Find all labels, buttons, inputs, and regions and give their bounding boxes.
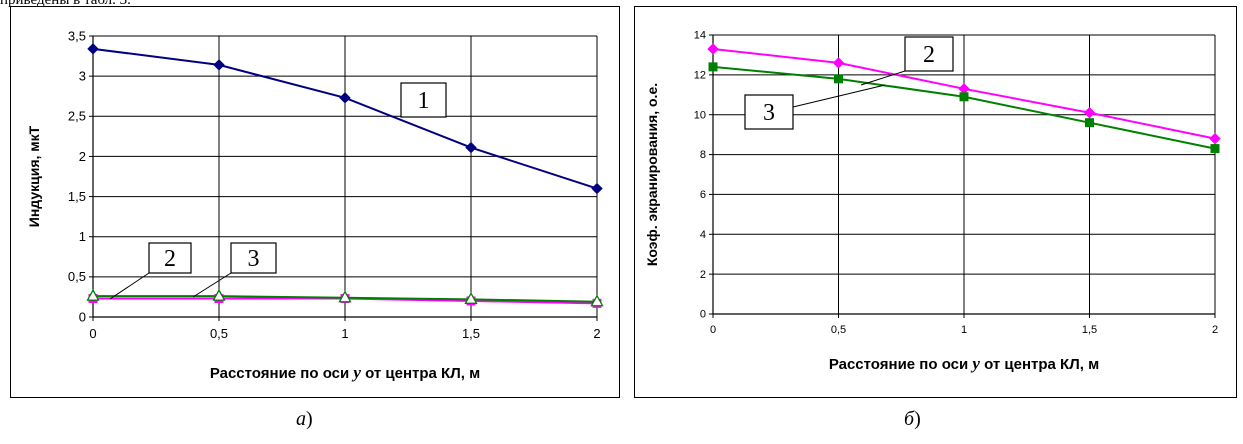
data-point: [708, 62, 718, 72]
y-tick-label: 14: [694, 30, 706, 42]
y-axis-title: Индукция, мкТ: [26, 125, 42, 227]
y-tick-label: 2: [700, 269, 706, 281]
data-point: [959, 92, 969, 102]
data-point: [338, 290, 352, 303]
caption-b-paren: ): [914, 408, 921, 430]
y-axis-title: Коэф. экранирования, о.е.: [644, 83, 660, 266]
x-tick-label: 2: [1212, 324, 1218, 336]
y-tick-label: 1,5: [68, 189, 86, 204]
caption-a-paren: ): [306, 408, 313, 430]
data-point: [86, 288, 100, 301]
callout-label-2: 2: [923, 42, 935, 68]
y-tick-label: 2,5: [68, 109, 86, 124]
y-tick-label: 12: [694, 70, 706, 82]
data-point: [590, 294, 604, 307]
data-point: [832, 57, 845, 69]
data-point: [1210, 144, 1220, 154]
data-point: [591, 182, 603, 195]
callout-leader-2: [109, 272, 150, 300]
caption-a: а): [296, 408, 313, 431]
y-tick-label: 4: [700, 229, 706, 241]
callout-label-3: 3: [763, 100, 775, 126]
x-tick-label: 0: [710, 324, 716, 336]
data-point: [339, 92, 351, 104]
callout-label-3: 3: [248, 246, 260, 272]
data-point: [464, 291, 478, 304]
x-axis-title: Расстояние по оси y от центра КЛ, м: [210, 363, 480, 382]
data-point: [87, 43, 99, 55]
data-point: [465, 141, 477, 154]
y-tick-label: 10: [694, 109, 706, 121]
y-tick-label: 3,5: [68, 28, 86, 43]
callout-box-2: [904, 36, 954, 72]
x-tick-label: 1,5: [1082, 324, 1097, 336]
data-point: [212, 288, 226, 301]
callout-box-2: [148, 242, 192, 274]
y-tick-label: 2: [79, 149, 86, 164]
chart-b-svg: 0 2 4 6 8 10 12 14 0 0,5 1 1,5 2 Расстояние по оси y …: [644, 30, 1221, 373]
y-tick-label: 8: [700, 149, 706, 161]
chart-panel-a: 0 0,5 1 1,5 2 2,5 3 3,5 0 0,5 1 1,5 2 Расстояние по о…: [10, 6, 620, 398]
chart-panel-b: 0 2 4 6 8 10 12 14 0 0,5 1 1,5 2 Расстояние по оси y …: [634, 6, 1237, 398]
data-point: [707, 43, 719, 55]
top-text-fragment: приведены в табл. 3.: [0, 0, 131, 8]
x-tick-label: 0,5: [210, 326, 228, 341]
x-tick-label: 1: [961, 324, 967, 336]
callout-label-1: 1: [418, 88, 430, 114]
data-point: [834, 74, 843, 84]
callout-label-2: 2: [164, 246, 176, 272]
y-tick-label: 3: [79, 68, 86, 83]
callout-box-3: [230, 242, 277, 274]
callout-leader-2: [860, 70, 906, 86]
x-tick-label: 1: [341, 326, 348, 341]
y-tick-label: 0,5: [68, 269, 86, 284]
x-tick-label: 0: [89, 326, 96, 341]
x-tick-label: 0,5: [831, 324, 846, 336]
caption-b: б): [904, 408, 921, 431]
chart-a-svg: 0 0,5 1 1,5 2 2,5 3 3,5 0 0,5 1 1,5 2 Расстояние по о…: [26, 28, 604, 382]
y-tick-label: 6: [700, 189, 706, 201]
caption-a-letter: а: [296, 408, 306, 430]
data-point: [213, 59, 225, 71]
callout-leader-3: [192, 272, 232, 298]
y-tick-label: 0: [79, 309, 86, 324]
callout-leader-3: [792, 84, 886, 108]
callout-box-3: [744, 94, 794, 130]
data-point: [1209, 132, 1221, 145]
y-tick-label: 1: [79, 229, 86, 244]
callout-box-1: [400, 82, 447, 118]
data-point: [1083, 107, 1096, 119]
data-point: [1085, 118, 1094, 128]
x-tick-label: 1,5: [462, 326, 480, 341]
x-tick-label: 2: [593, 326, 600, 341]
caption-b-letter: б: [904, 408, 915, 430]
y-tick-label: 0: [700, 309, 706, 321]
x-axis-title: Расстояние по оси y от центра КЛ, м: [829, 354, 1099, 373]
